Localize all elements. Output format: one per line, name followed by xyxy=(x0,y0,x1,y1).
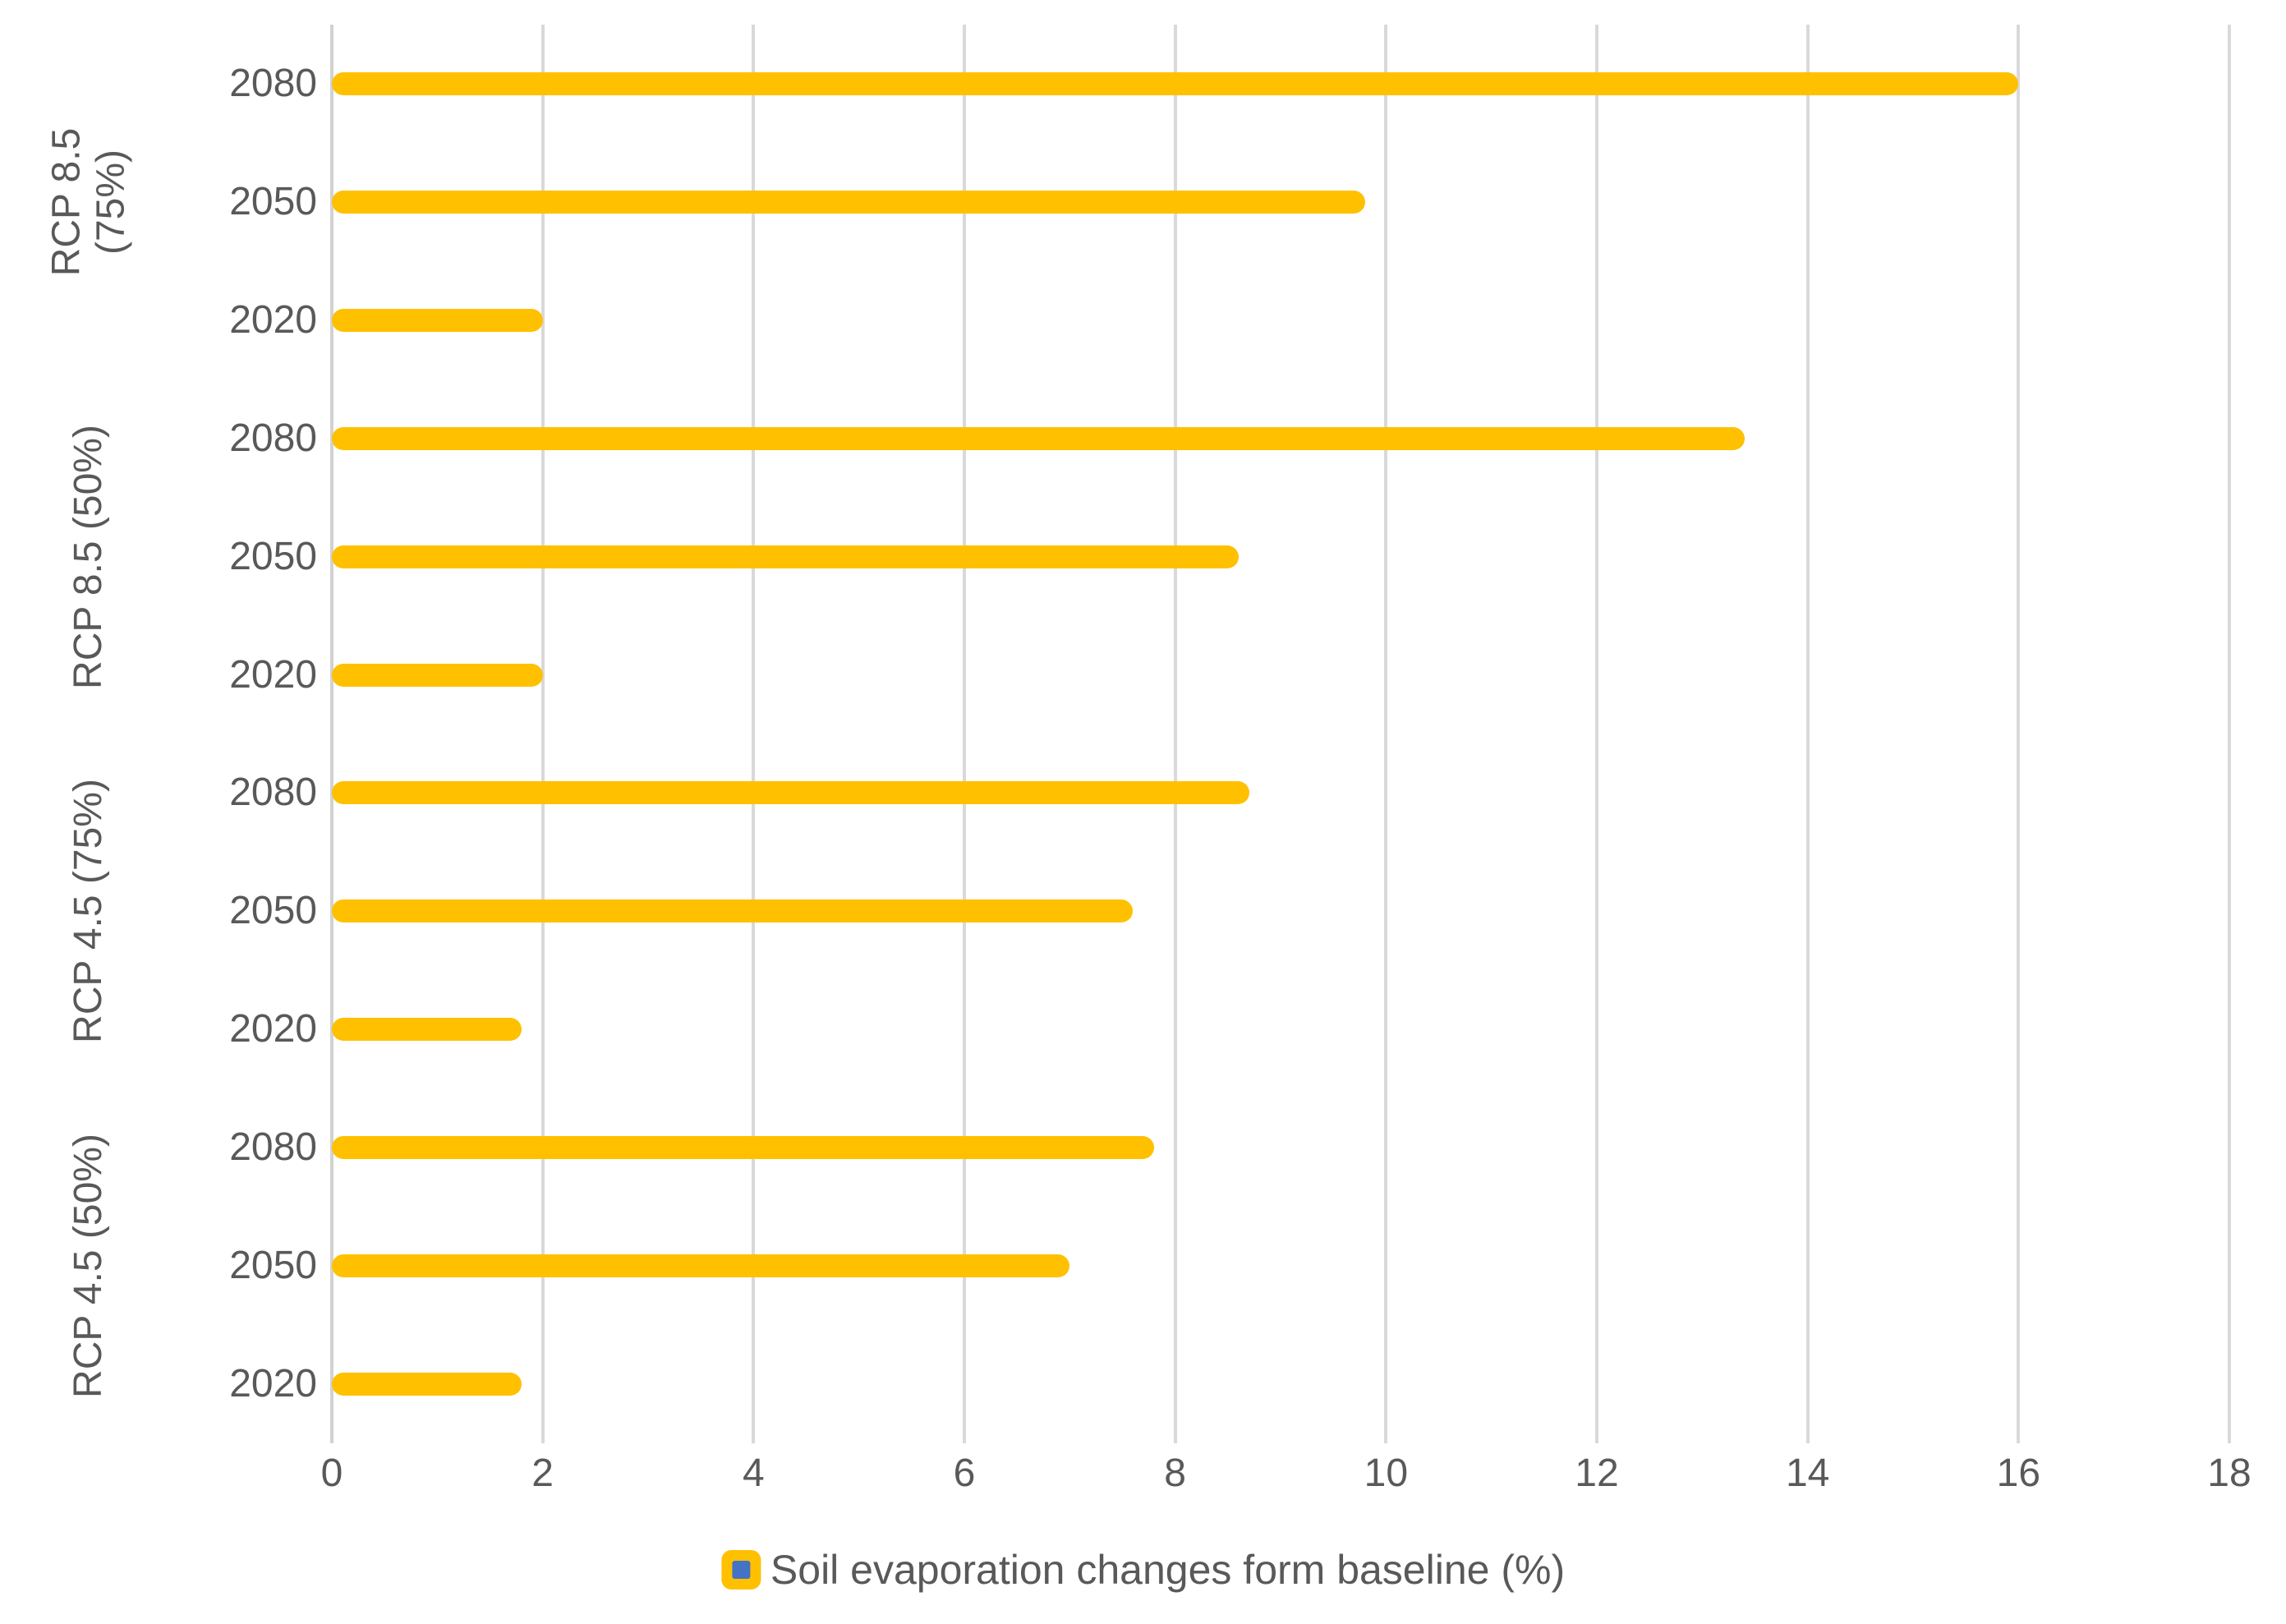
x-tick-label: 12 xyxy=(1575,1451,1619,1495)
y-category-label: 2050 xyxy=(229,534,317,578)
bar xyxy=(332,1254,1069,1278)
gridline xyxy=(1173,25,1177,1443)
x-tick-label: 2 xyxy=(531,1451,554,1495)
legend-marker-icon xyxy=(720,1550,761,1589)
bar xyxy=(332,545,1239,568)
y-group-label: RCP 4.5 (50%) xyxy=(67,1134,111,1399)
y-category-label: 2080 xyxy=(229,771,317,815)
gridline xyxy=(2017,25,2021,1443)
gridline xyxy=(963,25,966,1443)
y-category-label: 2080 xyxy=(229,1125,317,1170)
bar xyxy=(332,899,1133,923)
bar xyxy=(332,781,1249,805)
gridline xyxy=(1384,25,1388,1443)
bar xyxy=(332,426,1745,450)
y-category-label: 2080 xyxy=(229,61,317,105)
y-group-label: RCP 8.5 (75%) xyxy=(44,127,132,277)
bar xyxy=(332,190,1365,214)
bar xyxy=(332,1136,1154,1160)
bar xyxy=(332,663,543,687)
y-category-label: 2020 xyxy=(229,1007,317,1051)
gridline xyxy=(1805,25,1810,1443)
y-category-label: 2050 xyxy=(229,179,317,223)
y-category-label: 2080 xyxy=(229,416,317,460)
y-category-label: 2020 xyxy=(229,297,317,342)
gridline xyxy=(540,25,545,1443)
x-tick-label: 8 xyxy=(1164,1451,1186,1495)
x-tick-label: 18 xyxy=(2207,1451,2252,1495)
x-tick-label: 10 xyxy=(1364,1451,1409,1495)
x-tick-label: 0 xyxy=(320,1451,343,1495)
y-group-label: RCP 4.5 (75%) xyxy=(67,779,111,1044)
bar xyxy=(332,1373,522,1396)
legend-marker-inner-square-icon xyxy=(731,1561,750,1579)
y-group-label: RCP 8.5 (50%) xyxy=(67,424,111,689)
bar xyxy=(332,1018,522,1042)
x-tick-label: 16 xyxy=(1996,1451,2041,1495)
legend: Soil evaporation changes form baseline (… xyxy=(720,1546,1566,1594)
bar xyxy=(332,71,2018,95)
y-category-label: 2050 xyxy=(229,1244,317,1288)
x-tick-label: 4 xyxy=(742,1451,765,1495)
legend-label: Soil evaporation changes form baseline (… xyxy=(770,1547,1566,1593)
bar xyxy=(332,308,543,332)
gridline xyxy=(752,25,756,1443)
y-category-label: 2020 xyxy=(229,652,317,697)
y-category-label: 2050 xyxy=(229,889,317,933)
y-axis-line xyxy=(330,25,333,1443)
x-tick-label: 6 xyxy=(953,1451,976,1495)
y-category-label: 2020 xyxy=(229,1362,317,1406)
gridline xyxy=(1595,25,1598,1443)
gridline xyxy=(2228,25,2231,1443)
x-tick-label: 14 xyxy=(1785,1451,1830,1495)
